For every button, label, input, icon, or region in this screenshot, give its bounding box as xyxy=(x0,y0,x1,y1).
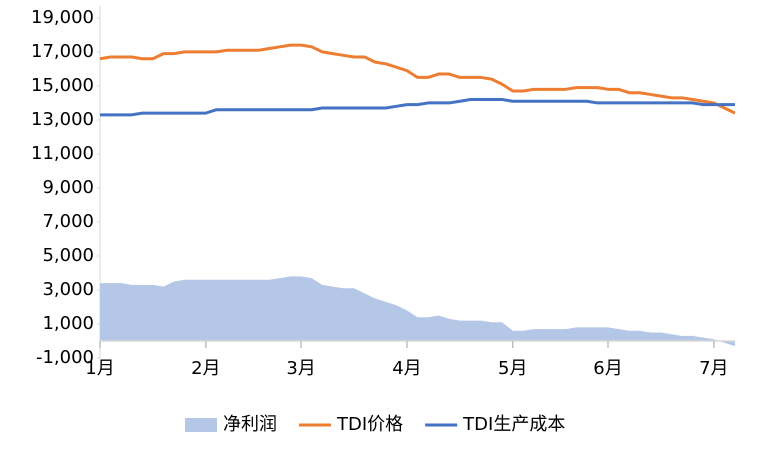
y-tick-label: 15,000 xyxy=(31,75,94,96)
y-tick-label: 9,000 xyxy=(42,177,94,198)
y-tick-label: 17,000 xyxy=(31,41,94,62)
legend-label: TDI价格 xyxy=(336,414,403,435)
area xyxy=(100,276,735,347)
x-tick-label: 1月 xyxy=(85,358,114,379)
x-tick-label: 3月 xyxy=(286,358,315,379)
line xyxy=(100,98,735,117)
y-tick-label: 13,000 xyxy=(31,109,94,130)
x-tick-label: 7月 xyxy=(699,358,728,379)
x-tick-label: 5月 xyxy=(498,358,527,379)
line xyxy=(99,43,736,115)
legend-label: 净利润 xyxy=(223,414,277,435)
y-tick-label: 5,000 xyxy=(42,245,94,266)
legend-label: TDI生产成本 xyxy=(462,414,565,435)
y-tick-label: 7,000 xyxy=(42,211,94,232)
x-tick-label: 4月 xyxy=(392,358,421,379)
y-tick-label: 19,000 xyxy=(31,7,94,28)
y-tick-label: 1,000 xyxy=(42,313,94,334)
y-tick-label: 11,000 xyxy=(31,143,94,164)
y-tick-label: -1,000 xyxy=(36,347,94,368)
x-tick-label: 2月 xyxy=(191,358,220,379)
x-tick-label: 6月 xyxy=(593,358,622,379)
y-tick-label: 3,000 xyxy=(42,279,94,300)
legend-swatch xyxy=(185,418,217,432)
